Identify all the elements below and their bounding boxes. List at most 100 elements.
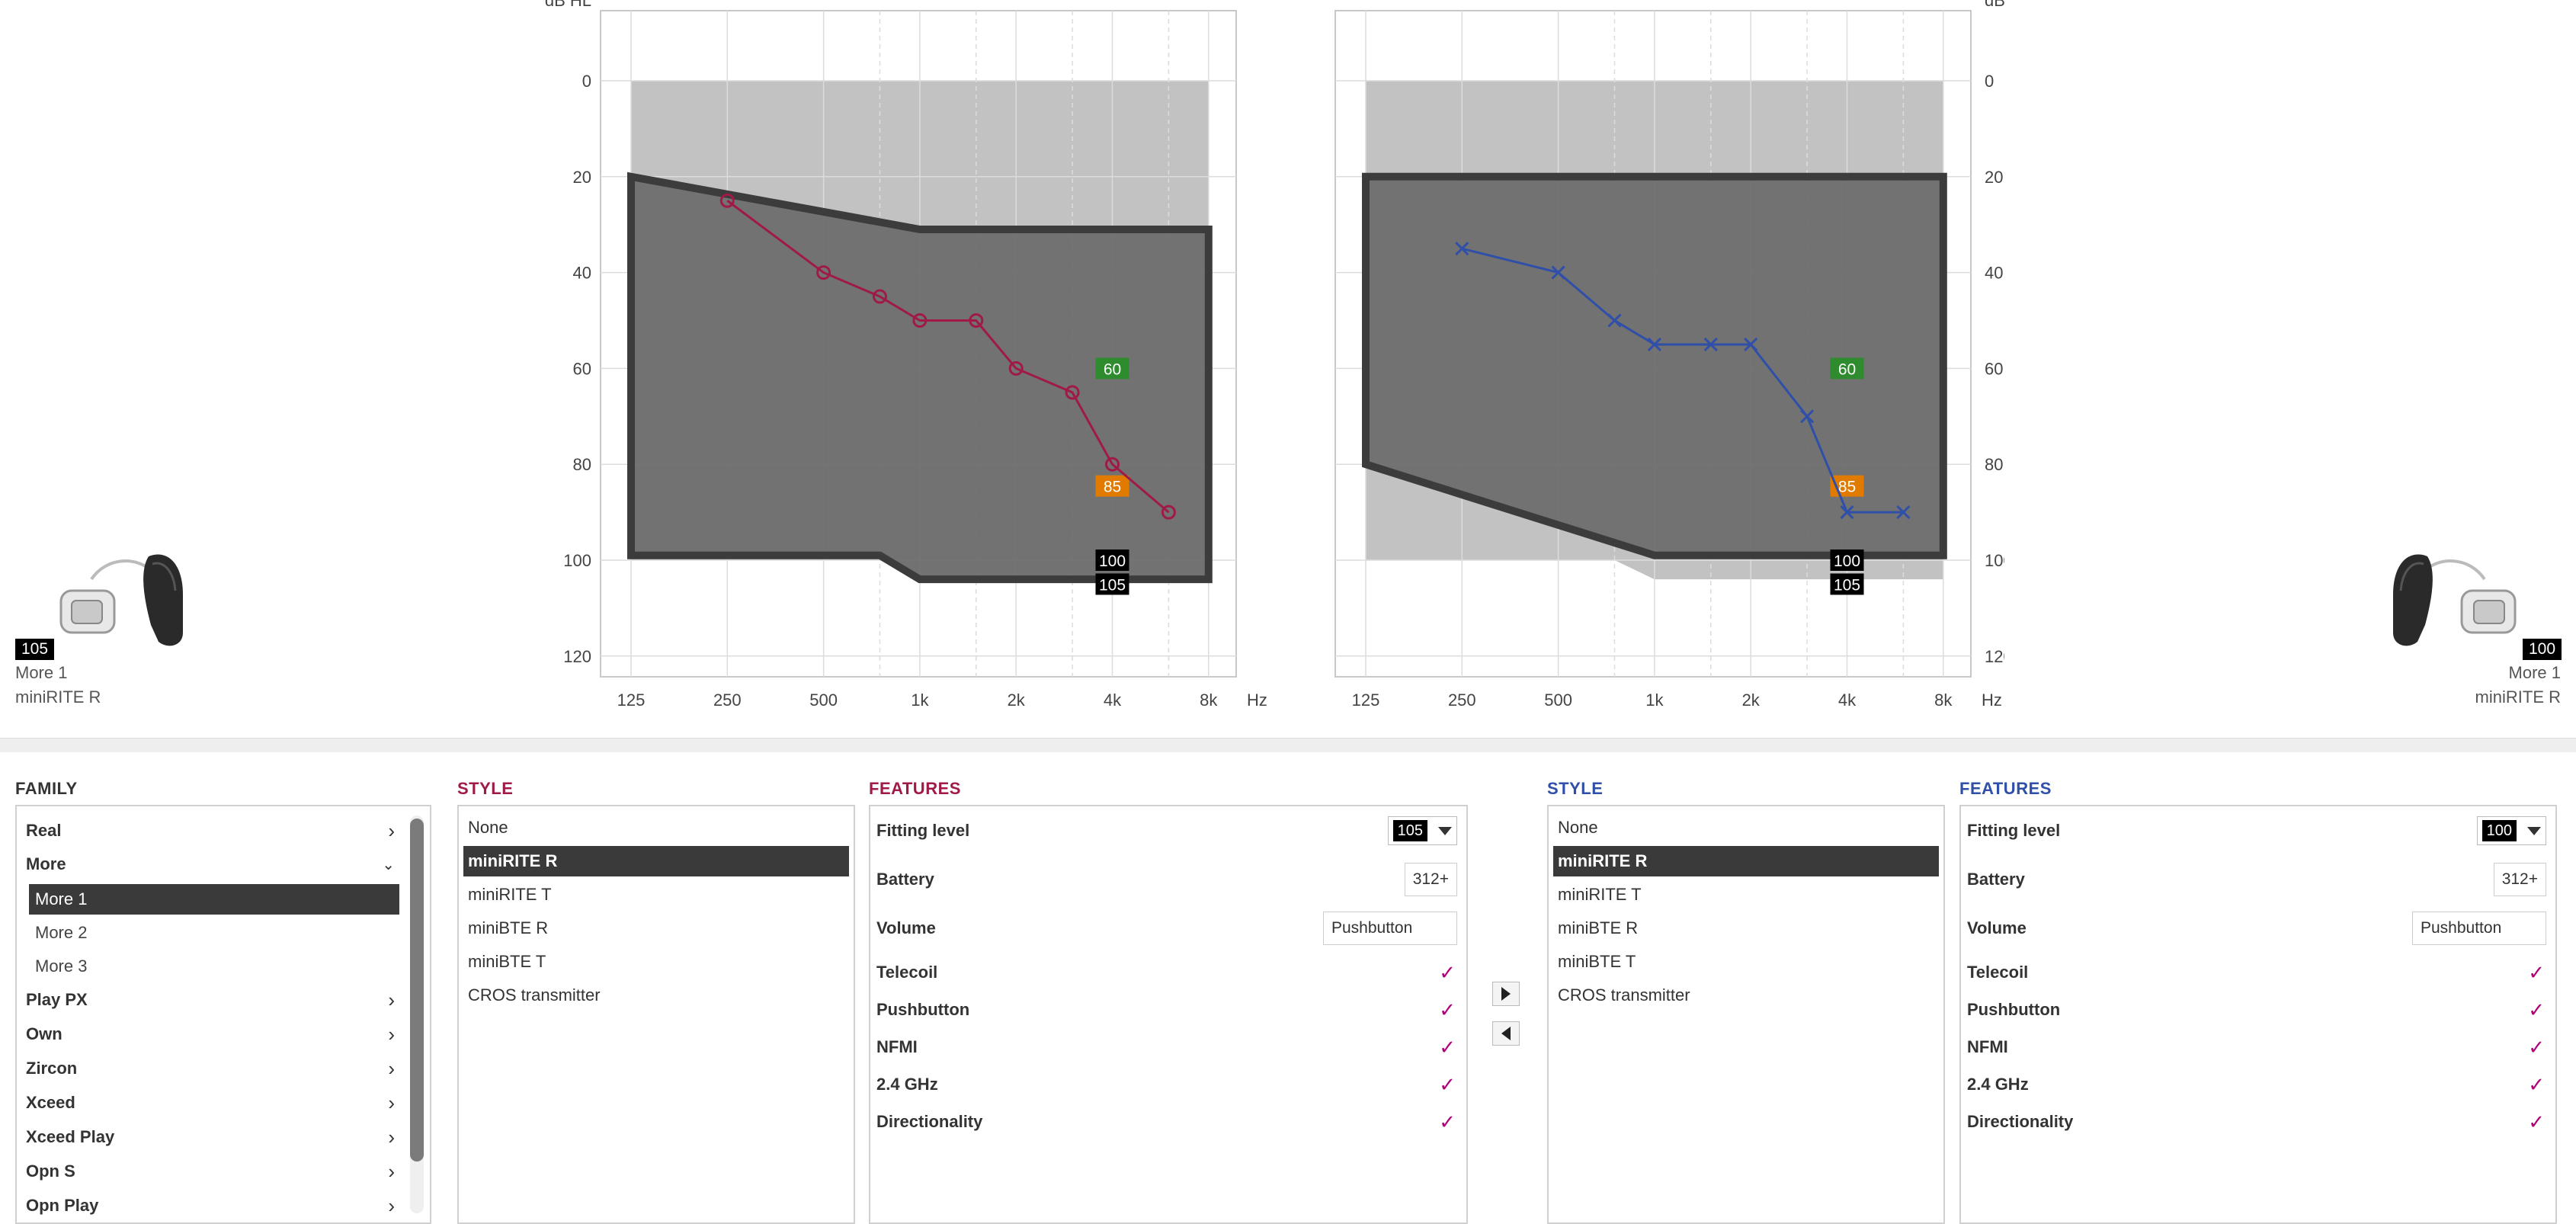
family-scrollbar-thumb[interactable] (410, 819, 424, 1162)
left-feature-directionality: Directionality ✓ (876, 1104, 1460, 1140)
right-battery-row: Battery 312+ (1967, 861, 2549, 898)
right-style-title: STYLE (1547, 779, 1604, 798)
left-volume-row: Volume Pushbutton (876, 910, 1460, 947)
y-tick-label: 100 (1985, 551, 2004, 570)
level-marker-bg (1095, 475, 1129, 497)
right-style-minibte-r[interactable]: miniBTE R (1558, 918, 1639, 937)
y-tick-label: 20 (1985, 168, 2003, 187)
check-icon: ✓ (2528, 1035, 2545, 1059)
right-feature-nfmi: NFMI ✓ (1967, 1029, 2549, 1065)
right-style-cros-transmitter[interactable]: CROS transmitter (1558, 985, 1690, 1005)
left-hearing-aid-icon (59, 554, 183, 646)
threshold-line (726, 200, 1170, 514)
y-tick-label: 0 (582, 72, 591, 91)
right-features-panel: Fitting level 100 Battery 312+ Volume Pu… (1959, 805, 2557, 1224)
y-tick-label: 120 (563, 647, 591, 666)
family-item-opn-s[interactable]: Opn S › (23, 1156, 399, 1187)
threshold-point (816, 265, 831, 280)
level-marker-label: 60 (1838, 360, 1856, 378)
x-unit-label: Hz (1982, 691, 2002, 710)
right-volume-row: Volume Pushbutton (1967, 910, 2549, 947)
x-unit-label: Hz (1247, 691, 1267, 710)
family-item-label: Opn Play (26, 1196, 99, 1215)
left-style-minirite-r[interactable]: miniRITE R (463, 846, 849, 876)
left-style-minibte-r[interactable]: miniBTE R (468, 918, 549, 937)
threshold-point (912, 313, 928, 328)
right-ear-audiogram: 0 20 40 60 80 100 120 125 250 500 1k 2k 4k 8k Hz dB HL 6… (1334, 0, 2004, 710)
left-style-title: STYLE (457, 779, 514, 798)
family-sub-more-3[interactable]: More 3 (35, 956, 88, 976)
right-style-list: None miniRITE R miniRITE T miniBTE R min… (1547, 805, 1945, 1224)
family-item-xceed[interactable]: Xceed › (23, 1088, 399, 1118)
family-sub-more-2[interactable]: More 2 (35, 923, 88, 942)
left-feature-nfmi: NFMI ✓ (876, 1029, 1460, 1065)
family-item-label: Play PX (26, 990, 88, 1009)
family-item-play-px[interactable]: Play PX › (23, 985, 399, 1015)
feature-label: Directionality (1967, 1112, 2074, 1131)
left-fitting-level-value: 105 (1392, 820, 1427, 841)
right-style-minirite-t[interactable]: miniRITE T (1558, 885, 1642, 904)
family-sub-more-1[interactable]: More 1 (29, 884, 399, 915)
left-style-list: None miniRITE R miniRITE T miniBTE R min… (457, 805, 855, 1224)
x-tick-label: 4k (1104, 691, 1122, 710)
right-feature-24ghz: 2.4 GHz ✓ (1967, 1066, 2549, 1103)
threshold-point (1551, 265, 1565, 280)
x-tick-label: 500 (809, 691, 838, 710)
threshold-point (1105, 457, 1120, 472)
right-fitting-level-select[interactable]: 100 (2476, 816, 2546, 845)
copy-right-to-left-button[interactable] (1492, 1021, 1520, 1046)
y-tick-label: 20 (573, 168, 591, 187)
right-fitting-level-label: Fitting level (1967, 821, 2061, 840)
chevron-right-icon: › (388, 1194, 395, 1217)
check-icon: ✓ (2528, 960, 2545, 984)
check-icon: ✓ (1439, 960, 1456, 984)
family-item-label: Zircon (26, 1059, 78, 1078)
feature-label: NFMI (1967, 1037, 2008, 1056)
threshold-point (1607, 313, 1622, 328)
left-device-style: miniRITE R (15, 687, 101, 707)
threshold-point (1896, 505, 1911, 520)
chevron-right-icon: › (388, 1022, 395, 1046)
family-item-zircon[interactable]: Zircon › (23, 1053, 399, 1084)
right-battery-value: 312+ (2493, 863, 2546, 896)
family-item-own[interactable]: Own › (23, 1019, 399, 1049)
left-style-minirite-t[interactable]: miniRITE T (468, 885, 552, 904)
family-title: FAMILY (15, 779, 78, 798)
x-tick-label: 8k (1934, 691, 1953, 710)
family-item-more[interactable]: More ⌄ (23, 849, 399, 880)
right-style-minibte-t[interactable]: miniBTE T (1558, 952, 1636, 971)
left-style-minibte-t[interactable]: miniBTE T (468, 952, 546, 971)
family-item-xceed-play[interactable]: Xceed Play › (23, 1122, 399, 1152)
section-divider (0, 738, 2576, 752)
threshold-point (1008, 360, 1024, 376)
left-features-title: FEATURES (869, 779, 961, 798)
chevron-right-icon: › (388, 819, 395, 842)
right-style-none[interactable]: None (1558, 818, 1598, 837)
feature-label: Telecoil (1967, 963, 2029, 982)
left-device-family: More 1 (15, 663, 68, 682)
check-icon: ✓ (2528, 1072, 2545, 1096)
family-item-real[interactable]: Real › (23, 815, 399, 846)
family-item-opn-play[interactable]: Opn Play › (23, 1190, 399, 1221)
right-level-badge: 100 (2523, 639, 2562, 660)
right-style-minirite-r[interactable]: miniRITE R (1553, 846, 1939, 876)
left-level-badge: 105 (15, 639, 55, 660)
x-tick-label: 125 (617, 691, 646, 710)
right-feature-telecoil: Telecoil ✓ (1967, 954, 2549, 991)
x-tick-label: 250 (1448, 691, 1476, 710)
check-icon: ✓ (2528, 1110, 2545, 1133)
arrow-right-icon (1501, 987, 1511, 1001)
x-tick-label: 8k (1200, 691, 1218, 710)
y-tick-label: 80 (1985, 455, 2003, 474)
family-item-label: Real (26, 821, 62, 840)
left-battery-row: Battery 312+ (876, 861, 1460, 898)
left-fitting-level-select[interactable]: 105 (1387, 816, 1457, 845)
right-volume-label: Volume (1967, 918, 2027, 937)
left-style-none[interactable]: None (468, 818, 508, 837)
y-tick-label: 60 (573, 359, 591, 378)
copy-left-to-right-button[interactable] (1492, 982, 1520, 1006)
left-style-cros-transmitter[interactable]: CROS transmitter (468, 985, 601, 1005)
dropdown-arrow-icon (2527, 826, 2541, 835)
threshold-point (1455, 242, 1469, 256)
y-tick-label: 100 (563, 551, 591, 570)
